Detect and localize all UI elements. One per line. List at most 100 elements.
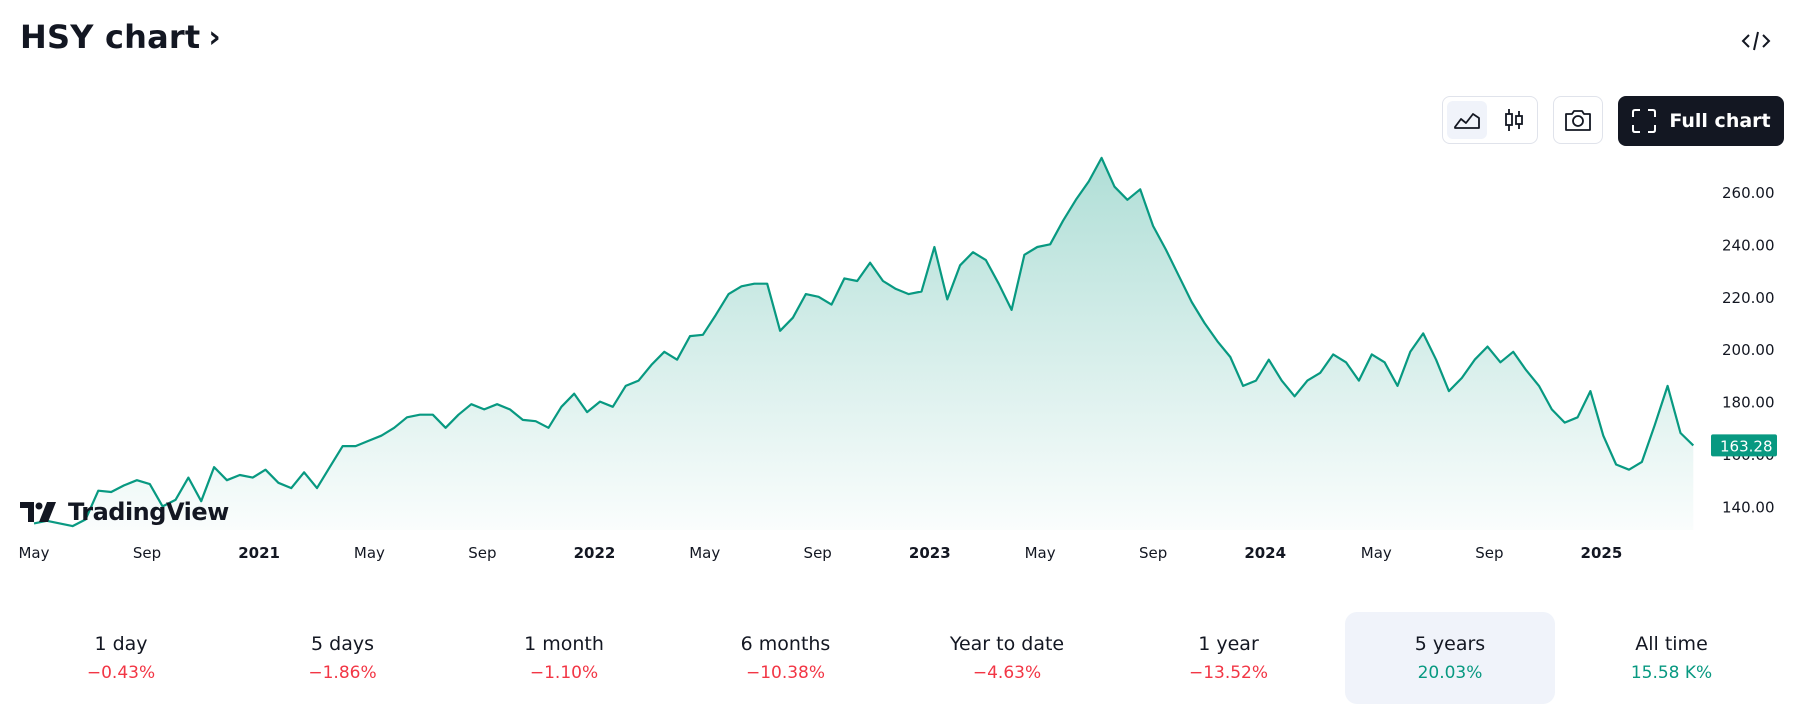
price-point [624, 384, 628, 388]
price-point [1601, 434, 1605, 438]
price-point [932, 245, 936, 249]
price-point [1550, 407, 1554, 411]
price-point [1293, 394, 1297, 398]
price-point [1576, 415, 1580, 419]
range-5-days[interactable]: 5 days −1.86% [238, 612, 448, 704]
range-1-month[interactable]: 1 month −1.10% [459, 612, 669, 704]
range-label: All time [1635, 633, 1708, 655]
price-point [559, 405, 563, 409]
tradingview-logo-text: TradingView [68, 498, 229, 526]
range-change-value: −10.38% [745, 663, 826, 683]
price-point [945, 297, 949, 301]
price-point [1087, 179, 1091, 183]
range-change-value: −4.63% [972, 663, 1042, 683]
price-point [611, 405, 615, 409]
full-chart-label: Full chart [1669, 110, 1771, 132]
full-chart-button[interactable]: Full chart [1618, 96, 1784, 146]
price-point [1061, 219, 1065, 223]
x-tick-label: Sep [133, 544, 161, 562]
x-tick-label: May [18, 544, 49, 562]
candlestick-icon [1504, 109, 1523, 131]
price-point [1383, 360, 1387, 364]
price-point [96, 489, 100, 493]
price-point [572, 392, 576, 396]
price-point [1074, 198, 1078, 202]
price-point [431, 413, 435, 417]
price-point [1305, 379, 1309, 383]
price-point [1035, 245, 1039, 249]
screenshot-button[interactable] [1553, 96, 1603, 144]
range-all-time[interactable]: All time 15.58 K% [1567, 612, 1777, 704]
price-point [328, 465, 332, 469]
time-range-selector: 1 day −0.43% 5 days −1.86% 1 month −1.10% 6 mo… [16, 612, 1786, 704]
price-point [457, 413, 461, 417]
price-point [1473, 358, 1477, 362]
area-chart-button[interactable] [1446, 101, 1487, 139]
price-point [997, 282, 1001, 286]
price-point [637, 379, 641, 383]
price-point [534, 419, 538, 423]
chart-title[interactable]: HSY chart › [20, 18, 221, 56]
chart-title-text[interactable]: HSY chart [20, 18, 201, 56]
price-point [920, 290, 924, 294]
range-change-value: −1.86% [308, 663, 377, 683]
price-point [521, 418, 525, 422]
range-change-value: 15.58 K% [1630, 663, 1713, 683]
price-point [122, 483, 126, 487]
price-point [1396, 384, 1400, 388]
x-tick-label: May [1361, 544, 1392, 562]
price-point [1421, 331, 1425, 335]
price-chart[interactable]: 140.00160.00180.00200.00220.00240.00260.… [0, 150, 1797, 570]
price-point [907, 292, 911, 296]
price-point [740, 284, 744, 288]
price-point [1331, 352, 1335, 356]
range-change-value: 20.03% [1417, 663, 1483, 683]
range-year-to-date[interactable]: Year to date −4.63% [902, 612, 1112, 704]
price-point [881, 279, 885, 283]
price-point [842, 276, 846, 280]
x-tick-label: May [354, 544, 385, 562]
x-tick-label: May [1025, 544, 1056, 562]
price-area-fill [34, 157, 1694, 530]
price-point [1563, 421, 1567, 425]
price-point [1022, 253, 1026, 257]
chevron-right-icon: › [208, 19, 221, 55]
price-point [714, 313, 718, 317]
price-point [1203, 321, 1207, 325]
price-point [1267, 358, 1271, 362]
price-point [1666, 384, 1670, 388]
price-point [688, 334, 692, 338]
price-point [495, 402, 499, 406]
price-point [418, 413, 422, 417]
price-point [276, 481, 280, 485]
price-point [662, 350, 666, 354]
range-1-day[interactable]: 1 day −0.43% [16, 612, 226, 704]
price-point [1164, 248, 1168, 252]
price-point [1627, 468, 1631, 472]
price-point [1125, 198, 1129, 202]
price-point [1498, 360, 1502, 364]
price-point [804, 292, 808, 296]
embed-code-button[interactable] [1736, 26, 1776, 56]
range-6-months[interactable]: 6 months −10.38% [681, 612, 891, 704]
price-point [379, 434, 383, 438]
price-point [547, 426, 551, 430]
price-point [1177, 274, 1181, 278]
price-point [1370, 352, 1374, 356]
price-point [1524, 368, 1528, 372]
chart-style-toggle [1442, 96, 1538, 144]
range-1-year[interactable]: 1 year −13.52% [1124, 612, 1334, 704]
price-point [1486, 345, 1490, 349]
price-point [598, 400, 602, 404]
price-point [1344, 360, 1348, 364]
range-label: Year to date [949, 633, 1065, 655]
price-point [765, 282, 769, 286]
price-point [392, 426, 396, 430]
price-line [33, 156, 1695, 528]
price-point [302, 470, 306, 474]
price-point [649, 363, 653, 367]
range-5-years[interactable]: 5 years 20.03% [1345, 612, 1555, 704]
candlestick-button[interactable] [1494, 101, 1534, 139]
price-point [405, 415, 409, 419]
price-point [1511, 350, 1515, 354]
